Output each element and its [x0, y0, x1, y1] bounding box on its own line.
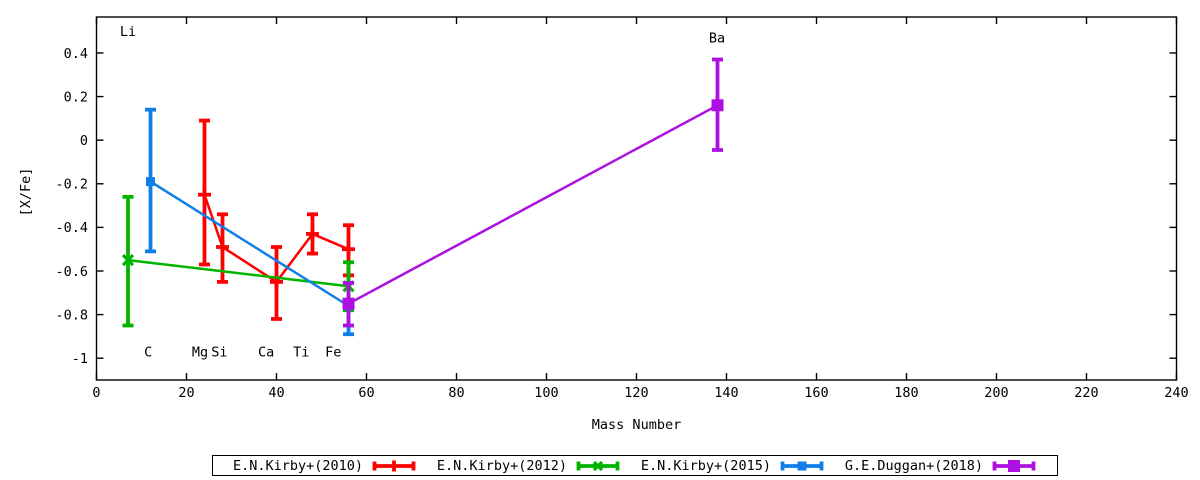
- legend-sample-marker: [1008, 459, 1021, 472]
- y-tick-label: -0.4: [55, 220, 88, 236]
- legend-sample: [992, 459, 1036, 472]
- legend-label: E.N.Kirby+(2010): [232, 457, 363, 474]
- legend-sample-marker: [797, 461, 807, 470]
- x-tick-label: 180: [894, 385, 918, 401]
- y-tick-label: -0.2: [55, 177, 88, 193]
- plot-svg: 0 20 40 60 80 100 120 140 160 180 200 220 240 0.4 0.2 0…: [55, 16, 1189, 401]
- legend-entry: E.N.Kirby+(2015): [641, 458, 825, 474]
- series-line-E.N.Kirby+(2012): [127, 258, 349, 288]
- legend-sample: [372, 460, 416, 471]
- y-tick-label: -0.6: [55, 264, 88, 280]
- legend-entry: G.E.Duggan+(2018): [845, 458, 1037, 474]
- x-tick-label: 100: [534, 385, 558, 401]
- element-label-Fe: Fe: [325, 344, 341, 360]
- y-tick-label: 0.2: [64, 89, 88, 105]
- series-line-G.E.Duggan+(2018): [347, 104, 719, 305]
- element-label-Ba: Ba: [709, 31, 725, 47]
- x-tick-label: 20: [178, 385, 194, 401]
- square-marker-C: [146, 177, 155, 187]
- legend-sample: [780, 461, 824, 470]
- cross-marker-Li: [121, 253, 135, 267]
- x-tick-label: 220: [1074, 385, 1098, 401]
- legend-entry: E.N.Kirby+(2010): [233, 458, 417, 474]
- element-label-Li: Li: [120, 24, 136, 40]
- plot-border: [95, 16, 1178, 381]
- legend-sample: [576, 460, 620, 471]
- legend-label: E.N.Kirby+(2012): [436, 457, 567, 474]
- x-axis-label: Mass Number: [591, 417, 682, 433]
- x-tick-label: 240: [1164, 385, 1188, 401]
- square-marker-Fe: [342, 297, 355, 310]
- legend-box: E.N.Kirby+(2010) E.N.Kirby+(2012) E.N.Kirb…: [212, 455, 1058, 476]
- element-label-Ti: Ti: [293, 344, 309, 360]
- x-tick-label: 200: [984, 385, 1008, 401]
- y-tick-label: -1: [72, 351, 88, 367]
- legend-label: G.E.Duggan+(2018): [844, 457, 984, 474]
- y-tick-label: 0.4: [64, 46, 88, 62]
- element-label-Ca: Ca: [258, 344, 274, 360]
- square-marker-Ba: [711, 99, 724, 112]
- x-tick-label: 0: [92, 385, 100, 401]
- element-label-Mg: Mg: [192, 344, 208, 360]
- x-tick-label: 60: [358, 385, 374, 401]
- x-tick-label: 160: [804, 385, 828, 401]
- legend-sample-line: [592, 460, 604, 471]
- element-label-Si: Si: [211, 344, 227, 360]
- series-line-E.N.Kirby+(2015): [149, 180, 350, 307]
- element-label-C: C: [144, 344, 152, 360]
- x-tick-label: 120: [624, 385, 648, 401]
- y-axis-label: [X/Fe]: [18, 167, 34, 217]
- y-tick-label: -0.8: [55, 307, 88, 323]
- x-tick-label: 80: [448, 385, 464, 401]
- legend-label: E.N.Kirby+(2015): [640, 457, 771, 474]
- x-tick-label: 140: [714, 385, 738, 401]
- legend-entry: E.N.Kirby+(2012): [437, 458, 621, 474]
- x-tick-label: 40: [268, 385, 284, 401]
- y-tick-label: 0: [80, 133, 88, 149]
